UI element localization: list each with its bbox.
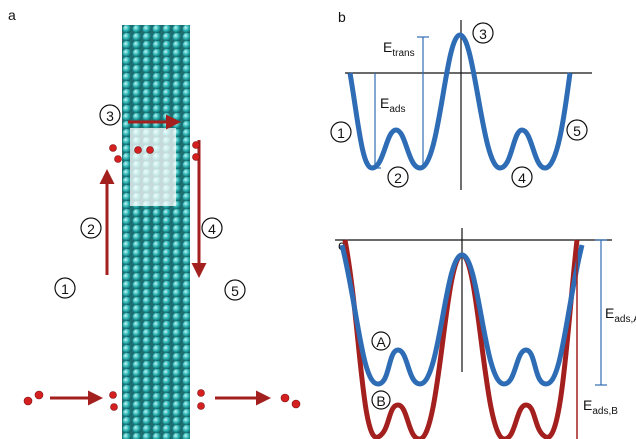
label-circle bbox=[54, 277, 76, 299]
arrows bbox=[50, 114, 271, 406]
label-circle bbox=[99, 104, 121, 126]
circled-label: B bbox=[376, 393, 385, 409]
label-circle bbox=[201, 217, 223, 239]
circled-label: 1 bbox=[61, 281, 69, 297]
brackets bbox=[369, 36, 429, 169]
label-circle bbox=[472, 22, 494, 44]
circled-label: 4 bbox=[208, 221, 216, 237]
label-circle bbox=[387, 166, 409, 188]
label-circle bbox=[224, 279, 246, 301]
panel-label: b bbox=[338, 9, 346, 25]
circled-label: 3 bbox=[106, 108, 114, 124]
panel-label: c bbox=[338, 237, 345, 253]
circled-label: A bbox=[376, 334, 386, 350]
label-circle bbox=[80, 217, 102, 239]
circled-label: 5 bbox=[231, 283, 239, 299]
e-ads-a: Eads,A bbox=[605, 305, 636, 325]
pore bbox=[130, 128, 176, 206]
panel-c: c Eads,A Eads,B bbox=[335, 228, 636, 439]
circled-label: 2 bbox=[394, 170, 402, 186]
molecules bbox=[23, 141, 301, 411]
label-circle bbox=[566, 119, 588, 141]
e-ads-b: Eads,B bbox=[583, 397, 618, 417]
e-trans: Etrans bbox=[383, 39, 415, 59]
curve-a bbox=[339, 244, 585, 387]
circled-label: 3 bbox=[479, 26, 487, 42]
panel-a: a bbox=[8, 7, 301, 439]
circled-label: 1 bbox=[337, 125, 345, 141]
label-circle bbox=[330, 121, 352, 143]
nanotube bbox=[122, 25, 190, 439]
label-circle bbox=[511, 166, 533, 188]
bracket-a bbox=[595, 239, 607, 386]
label-circle bbox=[371, 331, 391, 351]
e-ads: Eads bbox=[380, 95, 405, 115]
circled-label: 2 bbox=[87, 221, 95, 237]
circled-label: 4 bbox=[518, 170, 526, 186]
energy-curve bbox=[347, 32, 573, 171]
panel-b: b Etrans Eads bbox=[338, 9, 592, 190]
label-circle bbox=[371, 390, 391, 410]
circled-label: 5 bbox=[573, 123, 581, 139]
panel-label: a bbox=[8, 7, 16, 23]
